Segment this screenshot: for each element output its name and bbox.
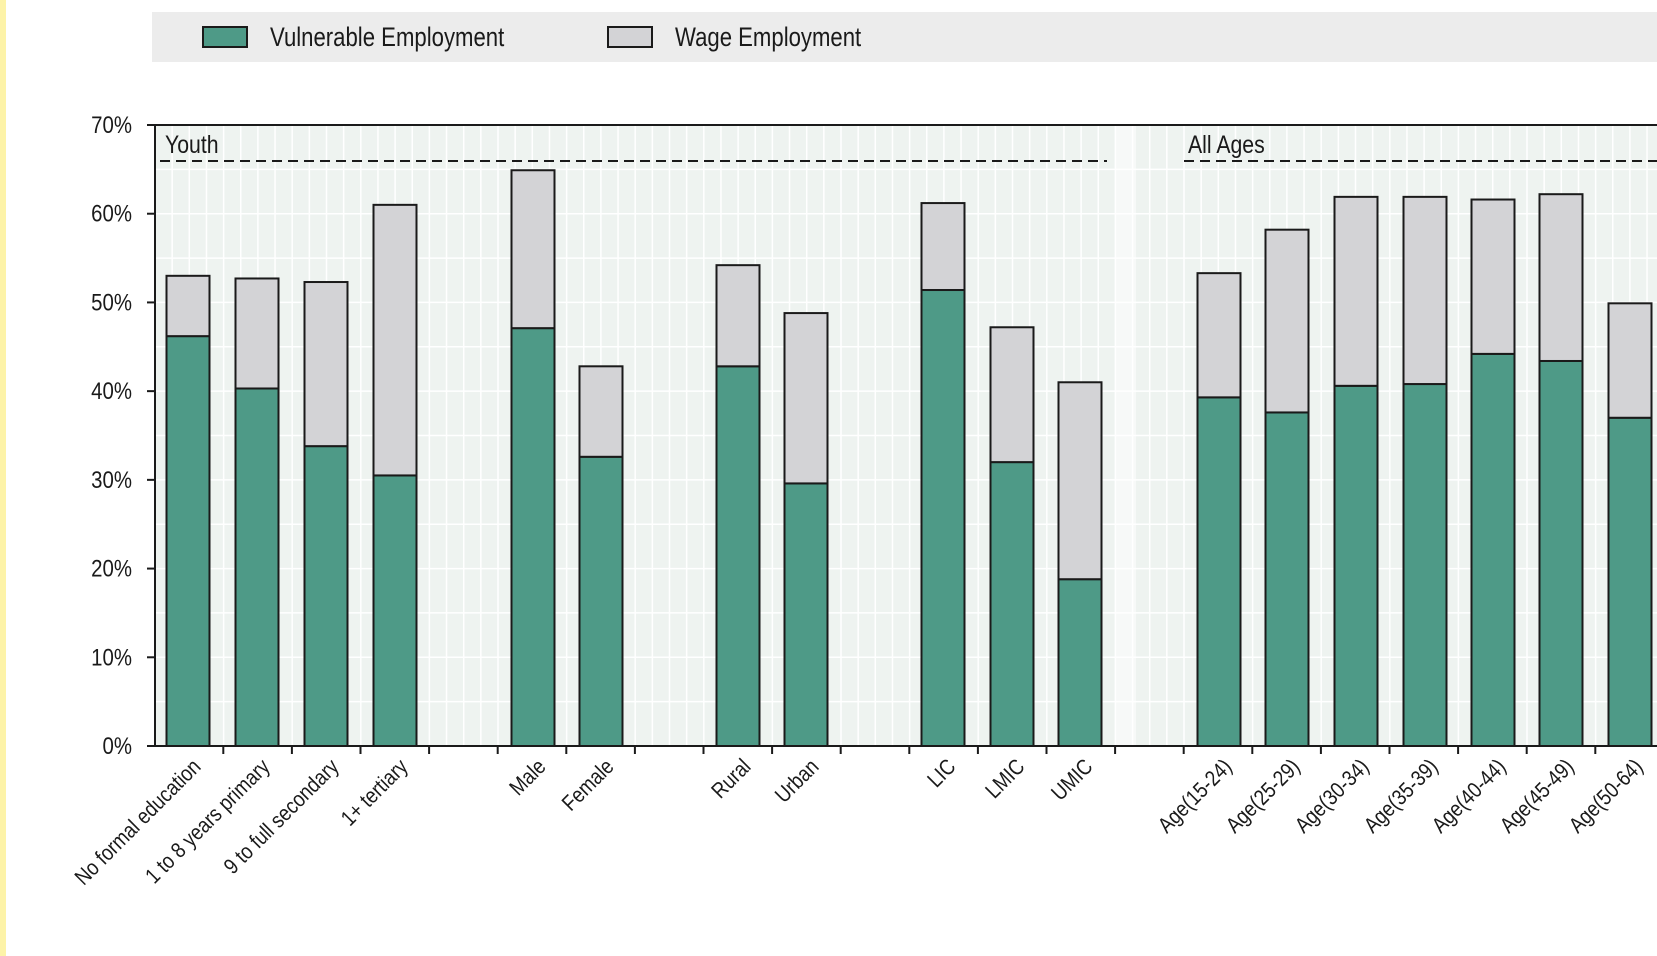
bar-wage <box>372 203 418 477</box>
bar-vulnerable <box>1607 416 1653 747</box>
category-label: Age(35-39) <box>1360 755 1443 838</box>
category-label: 1+ tertiary <box>337 755 413 831</box>
bar-vulnerable <box>920 289 966 747</box>
category-label: Rural <box>707 755 755 803</box>
category-label: LIC <box>923 755 960 792</box>
bar-vulnerable <box>372 474 418 747</box>
bar-wage <box>1264 228 1310 414</box>
category-label: 1 to 8 years primary <box>141 755 275 889</box>
panel-label: All Ages <box>1188 130 1265 158</box>
panel-separator <box>1116 125 1136 746</box>
bar-vulnerable <box>303 445 349 747</box>
bar-wage <box>1196 272 1242 399</box>
bar-vulnerable <box>1470 352 1516 747</box>
legend-swatch-vulnerable <box>202 26 248 48</box>
y-tick-label: 50% <box>91 289 132 316</box>
category-label: Age(15-24) <box>1154 755 1237 838</box>
category-label: No formal education <box>71 755 206 890</box>
y-tick-label: 20% <box>91 555 132 582</box>
y-tick-label: 70% <box>91 111 132 138</box>
category-label: UMIC <box>1047 755 1098 806</box>
legend-swatch-wage <box>607 26 653 48</box>
category-label: Age(30-34) <box>1291 755 1374 838</box>
bar-vulnerable <box>234 387 280 747</box>
bar-vulnerable <box>1264 411 1310 747</box>
category-label: Female <box>558 755 619 816</box>
category-label: Age(45-49) <box>1496 755 1579 838</box>
bar-wage <box>989 326 1035 464</box>
legend-item-vulnerable: Vulnerable Employment <box>202 12 556 62</box>
y-tick-label: 30% <box>91 466 132 493</box>
category-label: 9 to full secondary <box>220 755 345 880</box>
category-label: Male <box>505 755 550 800</box>
bar-wage <box>1470 198 1516 355</box>
bar-vulnerable <box>1057 578 1103 748</box>
left-margin-strip <box>0 0 6 956</box>
y-tick-label: 60% <box>91 200 132 227</box>
gridlines <box>154 125 1657 746</box>
bar-vulnerable <box>165 335 211 747</box>
bar-vulnerable <box>1538 359 1584 747</box>
bar-vulnerable <box>1333 384 1379 747</box>
y-tick-label: 0% <box>103 732 132 759</box>
bar-vulnerable <box>715 365 761 747</box>
y-tick-label: 10% <box>91 644 132 671</box>
legend-item-wage: Wage Employment <box>607 12 902 62</box>
bar-wage <box>715 264 761 368</box>
legend-label-wage: Wage Employment <box>675 21 862 52</box>
bar-wage <box>165 274 211 338</box>
bar-wage <box>1538 193 1584 362</box>
bar-vulnerable <box>989 461 1035 747</box>
bar-wage <box>1333 195 1379 387</box>
bar-wage <box>510 169 556 330</box>
bar-wage <box>1402 195 1448 386</box>
category-label: Age(40-44) <box>1428 755 1511 838</box>
bar-wage <box>578 365 624 458</box>
y-tick-label: 40% <box>91 378 132 405</box>
bar-vulnerable <box>578 455 624 747</box>
legend-label-vulnerable: Vulnerable Employment <box>270 21 505 52</box>
bar-wage <box>783 312 829 485</box>
bar-vulnerable <box>1402 383 1448 747</box>
bar-wage <box>920 202 966 292</box>
bar-vulnerable <box>783 482 829 747</box>
bar-vulnerable <box>1196 396 1242 747</box>
bar-vulnerable <box>510 327 556 747</box>
legend: Vulnerable Employment Wage Employment <box>152 12 1657 62</box>
panel-label: Youth <box>165 130 219 158</box>
category-label: Age(50-64) <box>1565 755 1648 838</box>
category-label: LMIC <box>981 755 1029 803</box>
bar-wage <box>1057 381 1103 581</box>
bar-wage <box>1607 302 1653 419</box>
bar-wage <box>303 281 349 448</box>
bar-wage <box>234 277 280 390</box>
category-label: Age(25-29) <box>1222 755 1305 838</box>
category-label: Urban <box>771 755 824 808</box>
